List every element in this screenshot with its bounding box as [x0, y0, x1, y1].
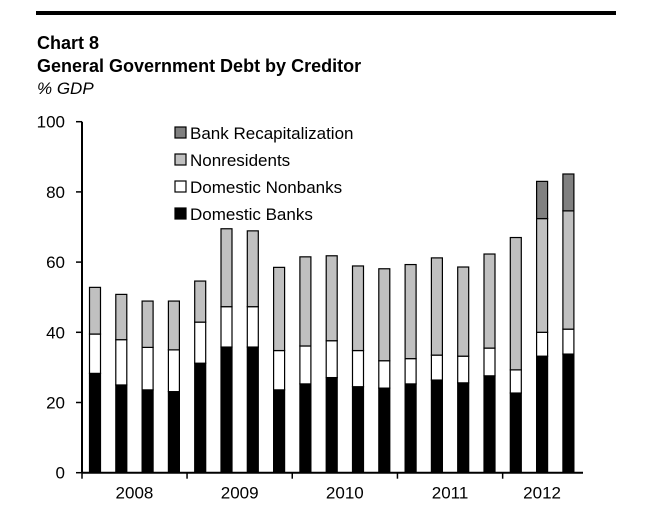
legend-swatch: [174, 153, 187, 166]
bar-segment-nonresidents: [194, 280, 207, 323]
bar-segment-domestic-banks: [167, 391, 180, 474]
bar-segment-nonresidents: [535, 217, 549, 333]
bar-segment-domestic-banks: [378, 387, 391, 474]
bar-segment-domestic-nonbanks: [325, 340, 338, 379]
y-tick-label: 0: [56, 464, 65, 483]
bar-segment-domestic-banks: [88, 372, 102, 474]
bar-segment-nonresidents: [457, 266, 470, 357]
bar-segment-domestic-banks: [273, 389, 286, 474]
bar-segment-nonresidents: [246, 230, 259, 308]
bar-segment-domestic-nonbanks: [483, 347, 496, 377]
y-tick-label: 40: [46, 323, 65, 342]
legend-swatch: [174, 180, 187, 193]
bar-segment-domestic-banks: [115, 384, 128, 474]
bar-segment-domestic-nonbanks: [88, 333, 102, 374]
legend-swatch: [174, 207, 187, 220]
bar-segment-nonresidents: [404, 263, 417, 360]
bar-segment-nonresidents: [141, 300, 154, 348]
legend-label: Domestic Nonbanks: [190, 178, 342, 197]
bar-segment-domestic-nonbanks: [141, 346, 154, 391]
bar-segment-domestic-nonbanks: [351, 349, 365, 388]
bar-segment-nonresidents: [351, 265, 365, 352]
bar-segment-nonresidents: [430, 257, 443, 356]
bar-segment-domestic-nonbanks: [509, 369, 522, 394]
bar-segment-domestic-nonbanks: [299, 345, 312, 385]
bar-segment-domestic-nonbanks: [378, 360, 391, 389]
bar-segment-domestic-nonbanks: [220, 306, 233, 348]
bar-segment-bank-recapitalization: [535, 180, 549, 220]
x-year-label: 2012: [523, 484, 561, 503]
bar-segment-nonresidents: [378, 268, 391, 362]
bar-segment-domestic-nonbanks: [167, 349, 180, 393]
bar-segment-domestic-banks: [299, 383, 312, 474]
legend-label: Domestic Banks: [190, 205, 313, 224]
bar-segment-domestic-banks: [404, 383, 417, 474]
bar-segment-nonresidents: [299, 256, 312, 347]
bar-segment-nonresidents: [220, 228, 233, 308]
bar-segment-nonresidents: [273, 266, 286, 352]
bar-segment-domestic-banks: [220, 346, 233, 474]
bar-segment-domestic-nonbanks: [535, 331, 549, 357]
bar-segment-nonresidents: [88, 286, 102, 335]
y-tick-label: 80: [46, 183, 65, 202]
x-year-label: 2011: [432, 484, 469, 503]
x-year-label: 2008: [116, 484, 154, 503]
bar-segment-domestic-banks: [483, 375, 496, 474]
bar-segment-domestic-banks: [325, 376, 338, 474]
x-year-label: 2010: [326, 484, 364, 503]
y-tick-label: 60: [46, 253, 65, 272]
bar-segment-domestic-nonbanks: [562, 328, 575, 355]
bar-segment-nonresidents: [562, 210, 575, 330]
bar-segment-bank-recapitalization: [562, 173, 575, 212]
legend-swatch: [174, 126, 187, 139]
bar-segment-domestic-banks: [457, 382, 470, 474]
bar-segment-domestic-nonbanks: [246, 306, 259, 348]
bar-segment-domestic-banks: [246, 346, 259, 474]
legend-label: Nonresidents: [190, 151, 290, 170]
bar-segment-domestic-nonbanks: [273, 349, 286, 391]
bar-segment-nonresidents: [509, 236, 522, 371]
bar-segment-domestic-nonbanks: [457, 355, 470, 384]
bar-segment-nonresidents: [325, 255, 338, 342]
bar-segment-domestic-banks: [351, 386, 365, 474]
bar-segment-domestic-banks: [562, 353, 575, 474]
bar-segment-domestic-nonbanks: [115, 339, 128, 386]
bar-segment-domestic-banks: [194, 362, 207, 474]
bar-segment-domestic-nonbanks: [194, 321, 207, 364]
bar-segment-domestic-banks: [141, 389, 154, 474]
legend-label: Bank Recapitalization: [190, 124, 353, 143]
bar-segment-nonresidents: [167, 300, 180, 351]
bar-segment-nonresidents: [483, 253, 496, 349]
chart-number: Chart 8: [37, 33, 100, 53]
x-year-label: 2009: [221, 484, 259, 503]
bar-segment-nonresidents: [115, 293, 128, 341]
chart-title: General Government Debt by Creditor: [37, 56, 362, 76]
bar-segment-domestic-nonbanks: [430, 354, 443, 381]
bar-segment-domestic-banks: [509, 392, 522, 474]
bar-segment-domestic-banks: [535, 355, 549, 474]
y-tick-label: 100: [37, 113, 65, 132]
y-tick-label: 20: [46, 394, 65, 413]
bar-segment-domestic-banks: [430, 379, 443, 474]
chart-subtitle: % GDP: [37, 79, 94, 98]
top-rule: [36, 11, 616, 15]
bar-segment-domestic-nonbanks: [404, 358, 417, 385]
